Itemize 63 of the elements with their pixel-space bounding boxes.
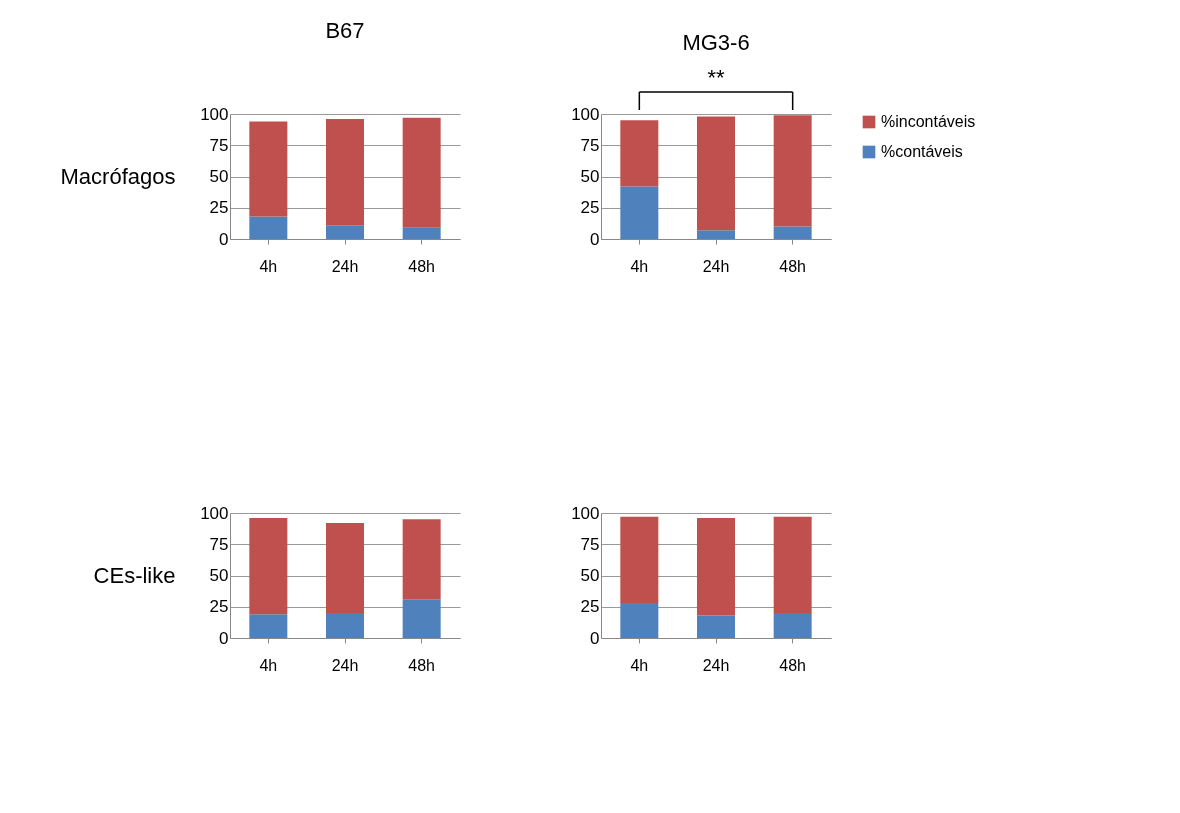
x-tick-label: 48h (779, 257, 807, 275)
y-tick-label: 100 (200, 503, 229, 523)
x-tick-label: 48h (408, 656, 436, 674)
bar (697, 615, 735, 638)
text: ** (707, 65, 725, 90)
x-tick-label: 4h (259, 656, 278, 674)
bar (697, 116, 735, 231)
x-tick-label: 24h (331, 656, 359, 674)
bar (773, 115, 812, 227)
chart-title: B67 (325, 18, 365, 43)
y-tick-label: 75 (580, 534, 600, 554)
bar (402, 227, 441, 239)
bar (326, 119, 364, 226)
bar (620, 120, 659, 187)
bar (249, 216, 288, 239)
x-tick-label: 4h (630, 656, 649, 674)
y-tick-label: 100 (200, 104, 229, 124)
y-tick-label: 50 (580, 167, 600, 186)
y-tick-label: 100 (571, 503, 600, 523)
y-tick-label: 25 (580, 198, 600, 218)
bar (773, 613, 812, 638)
y-tick-label: 25 (209, 597, 229, 617)
bar (620, 603, 659, 638)
y-tick-label: 0 (219, 628, 229, 648)
x-tick-label: 48h (408, 257, 436, 275)
y-tick-label: 50 (580, 566, 600, 585)
bar (326, 613, 364, 638)
y-tick-label: 75 (209, 135, 229, 155)
legend-label: %incontáveis (881, 113, 976, 130)
chart-title: MG3-6 (682, 30, 750, 55)
bar (620, 186, 659, 239)
y-tick-label: 50 (209, 167, 229, 186)
x-tick-label: 24h (702, 257, 730, 275)
bar (326, 225, 364, 239)
y-axis-title: CEs-like (93, 563, 176, 588)
x-tick-label: 4h (259, 257, 278, 275)
y-tick-label: 0 (590, 229, 600, 249)
bar (402, 599, 441, 638)
bar (249, 614, 288, 638)
y-tick-label: 25 (580, 597, 600, 617)
bar (249, 518, 288, 615)
x-tick-label: 24h (331, 257, 359, 275)
bar (402, 519, 441, 600)
bar (326, 523, 364, 613)
bar (620, 516, 659, 603)
y-tick-label: 75 (209, 534, 229, 554)
y-tick-label: 25 (209, 198, 229, 218)
x-tick-label: 24h (702, 656, 730, 674)
y-tick-label: 50 (209, 566, 229, 585)
x-tick-label: 48h (779, 656, 807, 674)
x-tick-label: 4h (630, 257, 649, 275)
y-tick-label: 100 (571, 104, 600, 124)
bar (773, 516, 812, 613)
bar (697, 230, 735, 239)
legend-label: %contáveis (881, 143, 963, 160)
bar (773, 226, 812, 239)
y-tick-label: 75 (580, 135, 600, 155)
y-tick-label: 0 (590, 628, 600, 648)
y-tick-label: 0 (219, 229, 229, 249)
y-axis-title: Macrófagos (60, 164, 176, 189)
bar (402, 117, 441, 228)
bar (697, 518, 735, 616)
bar (249, 121, 288, 217)
